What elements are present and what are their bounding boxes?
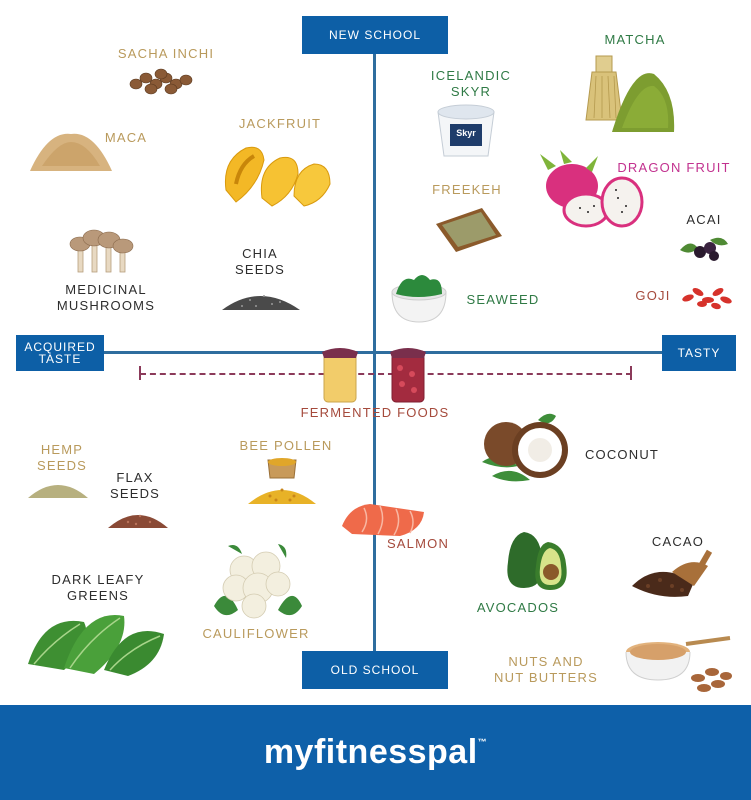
fermented-jars-image: [322, 348, 426, 403]
label-jackfruit: JACKFRUIT: [238, 116, 322, 131]
vertical-axis: [373, 52, 376, 660]
label-seaweed: SEAWEED: [466, 292, 540, 307]
sacha-inchi-image: [129, 68, 193, 95]
label-sacha-inchi: SACHA INCHI: [117, 46, 215, 61]
coconut-image: [482, 413, 568, 482]
salmon-image: [342, 504, 424, 536]
label-goji: GOJI: [635, 288, 671, 303]
seaweed-image: [391, 275, 447, 323]
freekeh-image: [436, 208, 502, 252]
nuts-nut-butters-image: [625, 636, 732, 692]
label-cauliflower: CAULIFLOWER: [202, 626, 310, 641]
maca-image: [30, 133, 112, 171]
label-flax-seeds: FLAX SEEDS: [109, 470, 161, 501]
label-avocados: AVOCADOS: [476, 600, 560, 615]
axis-label-new-school: NEW SCHOOL: [302, 16, 448, 54]
label-bee-pollen: BEE POLLEN: [239, 438, 333, 453]
cauliflower-image: [214, 544, 302, 619]
acai-image: [680, 237, 728, 261]
axis-label-acquired-taste: ACQUIRED TASTE: [16, 335, 104, 371]
label-maca: MACA: [104, 130, 148, 145]
avocado-image: [507, 532, 567, 590]
axis-label-tasty: TASTY: [662, 335, 736, 371]
label-hemp-seeds: HEMP SEEDS: [36, 442, 88, 473]
bee-pollen-image: [248, 458, 316, 504]
horizontal-axis: [95, 351, 665, 354]
axis-label-old-school: OLD SCHOOL: [302, 651, 448, 689]
dragon-fruit-image: [540, 150, 644, 228]
skyr-lid-text: Skyr: [456, 128, 476, 138]
dark-leafy-greens-image: [28, 615, 164, 676]
matcha-image: [585, 55, 675, 132]
brand-logo: myfitnesspal™: [263, 733, 488, 771]
brand-footer: [0, 705, 751, 800]
label-acai: ACAI: [686, 212, 722, 227]
skyr-image: [437, 104, 495, 157]
hemp-seeds-image: [28, 485, 88, 498]
label-salmon: SALMON: [386, 536, 450, 551]
label-freekeh: FREEKEH: [432, 182, 502, 197]
jackfruit-image: [224, 146, 331, 207]
mushrooms-image: [69, 229, 134, 273]
label-cacao: CACAO: [651, 534, 705, 549]
flax-seeds-image: [108, 514, 168, 528]
range-tick-right: [630, 366, 632, 380]
label-fermented-foods: FERMENTED FOODS: [300, 405, 450, 420]
range-tick-left: [139, 366, 141, 380]
label-chia-seeds: CHIA SEEDS: [234, 246, 286, 277]
label-dark-leafy-greens: DARK LEAFY GREENS: [51, 572, 145, 603]
fermented-range-line: [140, 373, 632, 375]
label-coconut: COCONUT: [584, 447, 660, 462]
label-dragon-fruit: DRAGON FRUIT: [617, 160, 731, 175]
label-matcha: MATCHA: [604, 32, 666, 47]
cacao-image: [632, 549, 713, 597]
label-nuts-and-nut-butters: NUTS AND NUT BUTTERS: [494, 654, 598, 685]
chia-seeds-image: [222, 295, 300, 310]
label-medicinal-mushrooms: MEDICINAL MUSHROOMS: [56, 282, 156, 313]
label-icelandic-skyr: ICELANDIC SKYR: [430, 68, 512, 99]
goji-image: [682, 288, 732, 310]
